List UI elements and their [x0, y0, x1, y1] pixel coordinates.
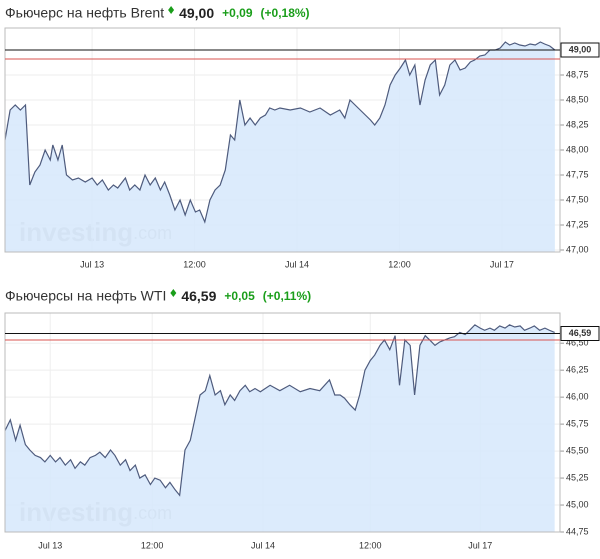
price-line: 46,59 +0,05 (+0,11%) — [181, 288, 311, 304]
last-price-label: 49,00 — [569, 44, 592, 54]
plot-frame — [4, 27, 561, 253]
y-tick-label: 47,00 — [566, 244, 589, 254]
up-arrow-icon — [168, 6, 175, 14]
y-tick-label: 46,50 — [566, 338, 589, 348]
x-tick-label: Jul 14 — [251, 540, 275, 550]
y-tick-label: 45,00 — [566, 499, 589, 509]
x-tick-label: Jul 14 — [285, 259, 309, 269]
y-tick-label: 47,50 — [566, 194, 589, 204]
last-price-box — [560, 42, 600, 58]
x-tick-label: Jul 13 — [38, 540, 62, 550]
change-pct: (+0,18%) — [261, 6, 310, 20]
y-tick-label: 48,50 — [566, 94, 589, 104]
x-tick-label: Jul 17 — [468, 540, 492, 550]
area-fill — [5, 324, 555, 532]
x-tick-label: 12:00 — [388, 259, 411, 269]
area-fill — [5, 42, 555, 252]
y-tick-label: 44,75 — [566, 526, 589, 536]
y-tick-label: 45,50 — [566, 445, 589, 455]
x-tick-label: Jul 13 — [80, 259, 104, 269]
y-tick-label: 48,00 — [566, 144, 589, 154]
y-tick-label: 46,00 — [566, 392, 589, 402]
x-tick-label: 12:00 — [183, 259, 206, 269]
y-tick-label: 45,25 — [566, 472, 589, 482]
up-arrow-icon — [170, 289, 177, 297]
change: +0,09 — [222, 6, 253, 20]
x-tick-label: 12:00 — [359, 540, 382, 550]
x-tick-label: 12:00 — [141, 540, 164, 550]
chart-title: Фьючерс на нефть Brent — [5, 5, 164, 21]
y-tick-label: 46,25 — [566, 365, 589, 375]
y-tick-label: 48,25 — [566, 119, 589, 129]
y-tick-label: 48,75 — [566, 69, 589, 79]
last-price-box — [560, 325, 600, 341]
price-line: 49,00 +0,09 (+0,18%) — [179, 5, 309, 21]
y-tick-label: 45,75 — [566, 418, 589, 428]
price-line-series — [4, 324, 555, 497]
change: +0,05 — [224, 289, 255, 303]
y-tick-label: 47,75 — [566, 169, 589, 179]
y-tick-label: 47,25 — [566, 219, 589, 229]
price-line-series — [4, 41, 556, 224]
price: 46,59 — [181, 288, 216, 304]
price: 49,00 — [179, 5, 214, 21]
plot-frame — [4, 312, 561, 533]
x-tick-label: Jul 17 — [490, 259, 514, 269]
last-price-label: 46,59 — [569, 328, 592, 338]
change-pct: (+0,11%) — [263, 289, 311, 303]
chart-title: Фьючерсы на нефть WTI — [5, 288, 166, 304]
